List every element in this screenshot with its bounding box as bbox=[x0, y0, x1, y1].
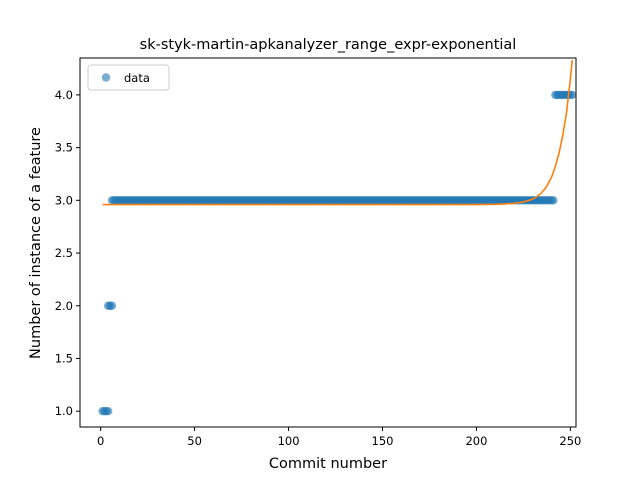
x-tick-label: 200 bbox=[465, 434, 487, 448]
x-tick-label: 150 bbox=[372, 434, 394, 448]
x-tick-label: 100 bbox=[278, 434, 300, 448]
chart-title: sk-styk-martin-apkanalyzer_range_expr-ex… bbox=[140, 37, 517, 53]
data-point bbox=[549, 196, 558, 205]
x-tick-label: 50 bbox=[187, 434, 202, 448]
axes-frame bbox=[79, 57, 577, 428]
axes: 0 50 100 150 200 250 1.0 1.5 2.0 2.5 3.0 3.5 4.0 bbox=[55, 57, 581, 448]
x-tick-label: 0 bbox=[97, 434, 104, 448]
y-tick-label: 3.0 bbox=[55, 193, 73, 207]
data-point bbox=[568, 90, 576, 100]
y-tick-label: 2.0 bbox=[55, 299, 73, 313]
legend: data bbox=[87, 64, 170, 91]
data-point bbox=[107, 301, 117, 310]
x-tick-label: 250 bbox=[559, 434, 581, 448]
legend-box bbox=[87, 64, 170, 91]
fit-line bbox=[102, 60, 574, 206]
y-tick-label: 4.0 bbox=[55, 88, 73, 102]
plot-area bbox=[98, 60, 576, 416]
y-tick-label: 2.5 bbox=[55, 246, 73, 260]
legend-label: data bbox=[124, 71, 150, 85]
y-tick-label: 1.5 bbox=[55, 351, 73, 365]
legend-marker bbox=[101, 73, 111, 82]
data-point bbox=[103, 406, 113, 416]
y-tick-label: 3.5 bbox=[55, 141, 73, 155]
y-axis-label: Number of instance of a feature bbox=[28, 127, 44, 359]
x-axis-label: Commit number bbox=[269, 456, 387, 472]
y-tick-label: 1.0 bbox=[55, 404, 73, 418]
